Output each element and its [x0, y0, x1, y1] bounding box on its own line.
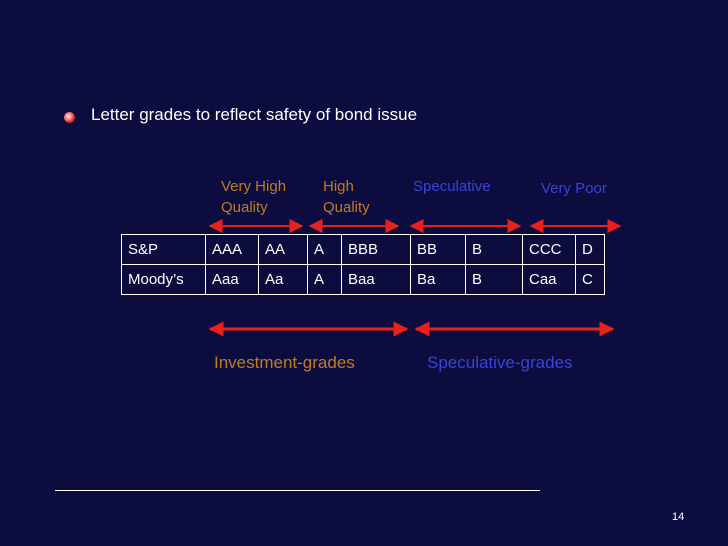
grade-cell: C [575, 264, 605, 295]
grade-cell: D [575, 234, 605, 265]
table-row-moodys: Moody’s Aaa Aa A Baa Ba B Caa C [121, 264, 605, 295]
agency-cell: S&P [121, 234, 206, 265]
grade-cell: Caa [522, 264, 576, 295]
ratings-table: S&P AAA AA A BBB BB B CCC D Moody’s Aaa … [121, 234, 605, 295]
grade-cell: CCC [522, 234, 576, 265]
grade-cell: A [307, 234, 342, 265]
category-very-high-quality: Very High Quality [221, 178, 287, 216]
category-high-quality: High Quality [323, 178, 370, 216]
bullet-text: Letter grades to reflect safety of bond … [91, 105, 418, 124]
grade-cell: Aaa [205, 264, 259, 295]
grade-cell: B [465, 264, 523, 295]
grade-cell: AA [258, 234, 308, 265]
footer-divider [55, 490, 540, 491]
agency-cell: Moody’s [121, 264, 206, 295]
category-speculative: Speculative [413, 178, 491, 195]
grade-cell: BBB [341, 234, 411, 265]
grade-cell: B [465, 234, 523, 265]
group-investment-grades: Investment-grades [214, 353, 355, 372]
grade-cell: BB [410, 234, 466, 265]
grade-cell: A [307, 264, 342, 295]
grade-cell: Ba [410, 264, 466, 295]
page-number: 14 [672, 511, 685, 523]
grade-cell: Aa [258, 264, 308, 295]
category-very-poor: Very Poor [541, 180, 607, 197]
grade-cell: AAA [205, 234, 259, 265]
table-row-sp: S&P AAA AA A BBB BB B CCC D [121, 234, 605, 265]
grade-cell: Baa [341, 264, 411, 295]
group-speculative-grades: Speculative-grades [427, 353, 573, 372]
bullet-icon [64, 112, 75, 123]
